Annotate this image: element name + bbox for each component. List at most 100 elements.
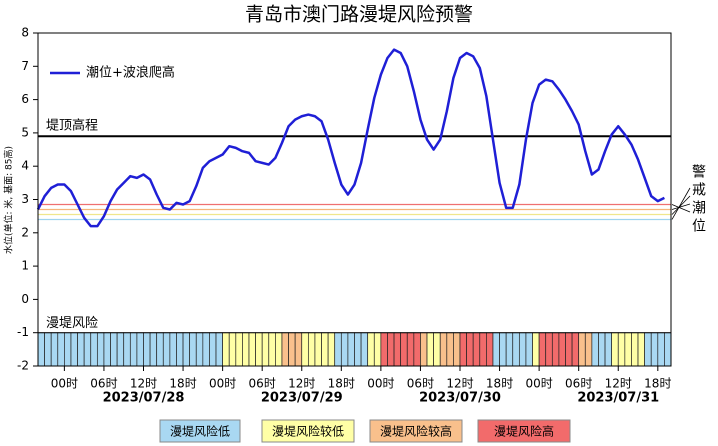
risk-cell (327, 332, 336, 367)
warning-arrow (671, 203, 691, 210)
date-label: 2023/07/30 (419, 391, 501, 406)
risk-cell (83, 332, 92, 367)
date-label: 2023/07/31 (577, 391, 659, 406)
risk-cell (472, 332, 481, 367)
risk-legend-box (369, 419, 463, 443)
risk-cell (70, 332, 78, 367)
risk-cell (499, 332, 507, 367)
risk-cell (545, 332, 553, 367)
risk-cell (657, 332, 665, 367)
risk-cell (604, 332, 613, 367)
risk-cell (486, 332, 494, 367)
risk-cell (426, 332, 434, 367)
risk-cell (103, 332, 111, 367)
risk-cell (532, 332, 540, 367)
risk-cell (228, 332, 237, 367)
risk-cell (136, 332, 144, 367)
x-tick-label: 00时 (51, 377, 78, 391)
risk-cell (406, 332, 415, 367)
risk-cell (294, 332, 303, 367)
y-tick-label: 5 (21, 125, 29, 139)
risk-cell (202, 332, 210, 367)
risk-cell (222, 332, 230, 367)
risk-cell (162, 332, 171, 367)
risk-legend-label: 漫堤风险较低 (272, 424, 344, 439)
plot-frame (37, 32, 672, 367)
risk-legend-label: 漫堤风险低 (170, 424, 230, 439)
risk-cell (57, 332, 65, 367)
risk-cell (624, 332, 632, 367)
y-tick-label: 8 (21, 26, 29, 40)
risk-legend-label: 漫堤风险较高 (380, 424, 452, 439)
chart-title: 青岛市澳门路漫堤风险预警 (245, 4, 473, 26)
y-tick-label: 1 (21, 259, 29, 273)
risk-cell (479, 332, 487, 367)
risk-cell (466, 332, 474, 367)
risk-cell (90, 332, 98, 367)
x-tick-label: 18时 (328, 377, 355, 391)
risk-cell (321, 332, 329, 367)
dike-label: 堤顶高程 (46, 118, 98, 134)
risk-cell (261, 332, 270, 367)
legend-label: 潮位+波浪爬高 (86, 65, 175, 81)
y-axis-label: 水位(单位: 米, 基面: 85高) (3, 146, 15, 254)
y-tick-label: -1 (17, 325, 29, 339)
risk-cell (565, 332, 573, 367)
x-tick-label: 12时 (605, 377, 632, 391)
risk-cell (129, 332, 138, 367)
x-tick-label: 06时 (249, 377, 276, 391)
date-label: 2023/07/28 (103, 391, 185, 406)
risk-cell (143, 332, 151, 367)
y-tick-label: 7 (21, 59, 29, 73)
risk-cell (512, 332, 520, 367)
risk-cell (453, 332, 461, 367)
risk-label: 漫堤风险 (46, 316, 98, 331)
risk-cell (242, 332, 250, 367)
risk-cell (176, 332, 184, 367)
risk-cell (189, 332, 197, 367)
risk-cell (96, 332, 105, 367)
warning-arrow (671, 187, 691, 220)
risk-cell (439, 332, 448, 367)
y-tick-label: 4 (21, 159, 29, 173)
warning-arrow (671, 204, 691, 213)
risk-cell (650, 332, 659, 367)
risk-cell (195, 332, 204, 367)
date-label: 2023/07/29 (261, 391, 343, 406)
risk-cell (248, 332, 256, 367)
x-tick-label: 12时 (288, 377, 315, 391)
risk-cell (169, 332, 177, 367)
risk-cell (281, 332, 289, 367)
x-tick-label: 12时 (130, 377, 157, 391)
risk-cell (420, 332, 428, 367)
risk-cell (314, 332, 322, 367)
risk-cell (571, 332, 580, 367)
risk-legend-box (159, 419, 241, 443)
risk-cell (367, 332, 375, 367)
risk-cell (518, 332, 527, 367)
risk-cell (64, 332, 72, 367)
warning-arrow (671, 195, 691, 215)
x-tick-label: 06时 (407, 377, 434, 391)
risk-cell (598, 332, 606, 367)
risk-cell (235, 332, 243, 367)
risk-cell (149, 332, 158, 367)
risk-cell (433, 332, 441, 367)
risk-cell (492, 332, 500, 367)
x-tick-label: 12时 (446, 377, 473, 391)
y-tick-label: 3 (21, 192, 29, 206)
y-tick-label: 2 (21, 225, 29, 239)
y-tick-label: -2 (17, 359, 29, 373)
risk-legend-box (477, 419, 571, 443)
y-tick-label: 6 (21, 92, 29, 106)
risk-cell (611, 332, 619, 367)
y-tick-label: 0 (21, 292, 29, 306)
x-tick-label: 18时 (169, 377, 196, 391)
risk-legend-box (261, 419, 355, 443)
risk-cell (215, 332, 223, 367)
risk-cell (288, 332, 296, 367)
risk-cell (275, 332, 283, 367)
risk-cell (209, 332, 217, 367)
risk-cell (637, 332, 645, 367)
risk-cell (354, 332, 362, 367)
